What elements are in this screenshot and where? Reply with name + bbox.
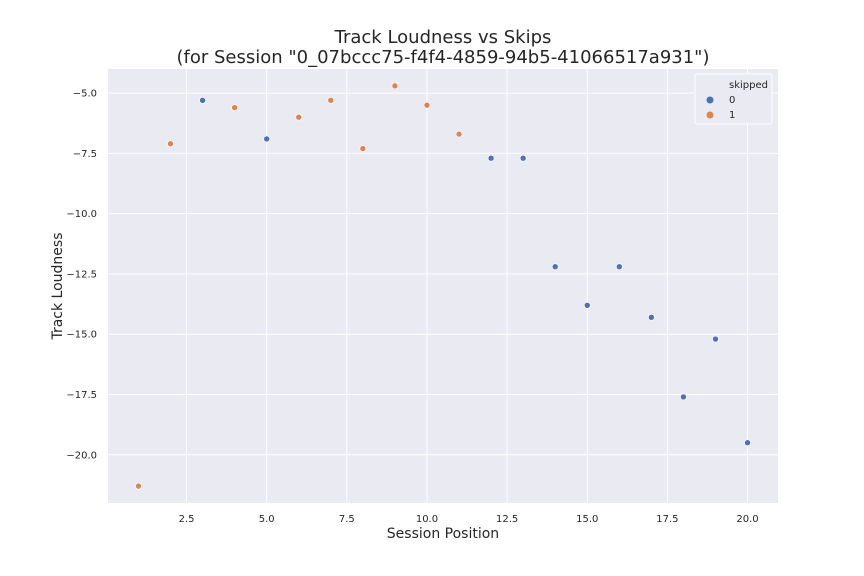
legend-marker-0 (706, 96, 714, 104)
x-tick-label: 17.5 (656, 514, 678, 525)
y-tick-label: −20.0 (66, 450, 97, 461)
x-tick-label: 7.5 (339, 514, 355, 525)
y-tick-label: −10.0 (66, 209, 97, 220)
legend-label-0: 0 (729, 95, 735, 106)
x-tick-label: 15.0 (576, 514, 598, 525)
point-skipped-1 (359, 145, 367, 152)
x-axis-label: Session Position (387, 526, 499, 542)
y-tick-label: −7.5 (73, 149, 97, 160)
point-skipped-0 (199, 97, 206, 104)
point-skipped-1 (167, 140, 174, 148)
legend-label-1: 1 (729, 110, 735, 121)
y-axis-ticks: −5.0 −7.5 −10.0 −12.5 −15.0 −17.5 −20.0 (66, 89, 97, 462)
point-skipped-1 (423, 101, 431, 109)
y-tick-label: −5.0 (73, 89, 97, 100)
point-skipped-1 (135, 482, 142, 490)
point-skipped-0 (712, 335, 719, 343)
x-axis-ticks: 2.5 5.0 7.5 10.0 12.5 15.0 17.5 20.0 (179, 514, 759, 525)
plot-area (108, 69, 778, 503)
point-skipped-1 (327, 97, 335, 104)
legend: skipped 0 1 (694, 73, 773, 125)
point-skipped-0 (487, 154, 495, 162)
x-tick-label: 2.5 (179, 514, 195, 525)
x-tick-label: 10.0 (416, 514, 438, 525)
point-skipped-0 (680, 393, 687, 401)
point-skipped-1 (231, 104, 238, 111)
y-tick-label: −15.0 (66, 330, 97, 341)
point-skipped-0 (648, 314, 655, 321)
point-skipped-0 (583, 301, 591, 309)
point-skipped-0 (744, 439, 751, 447)
x-tick-label: 20.0 (736, 514, 758, 525)
point-skipped-1 (455, 130, 463, 138)
point-skipped-0 (616, 263, 623, 271)
y-tick-label: −12.5 (66, 269, 97, 280)
x-tick-label: 12.5 (496, 514, 518, 525)
y-tick-label: −17.5 (66, 390, 97, 401)
x-tick-label: 5.0 (259, 514, 275, 525)
point-skipped-1 (391, 82, 399, 90)
chart-subtitle: (for Session "0_07bccc75-f4f4-4859-94b5-… (176, 47, 709, 68)
legend-title: skipped (729, 80, 768, 91)
point-skipped-0 (263, 135, 270, 143)
point-skipped-0 (519, 154, 527, 162)
grid-lines (108, 69, 778, 503)
point-skipped-0 (551, 263, 559, 271)
chart-title: Track Loudness vs Skips (334, 27, 552, 48)
legend-box (694, 73, 773, 125)
legend-marker-1 (706, 111, 714, 119)
point-skipped-1 (295, 113, 303, 121)
y-axis-label: Track Loudness (50, 232, 66, 340)
data-points (135, 82, 751, 490)
